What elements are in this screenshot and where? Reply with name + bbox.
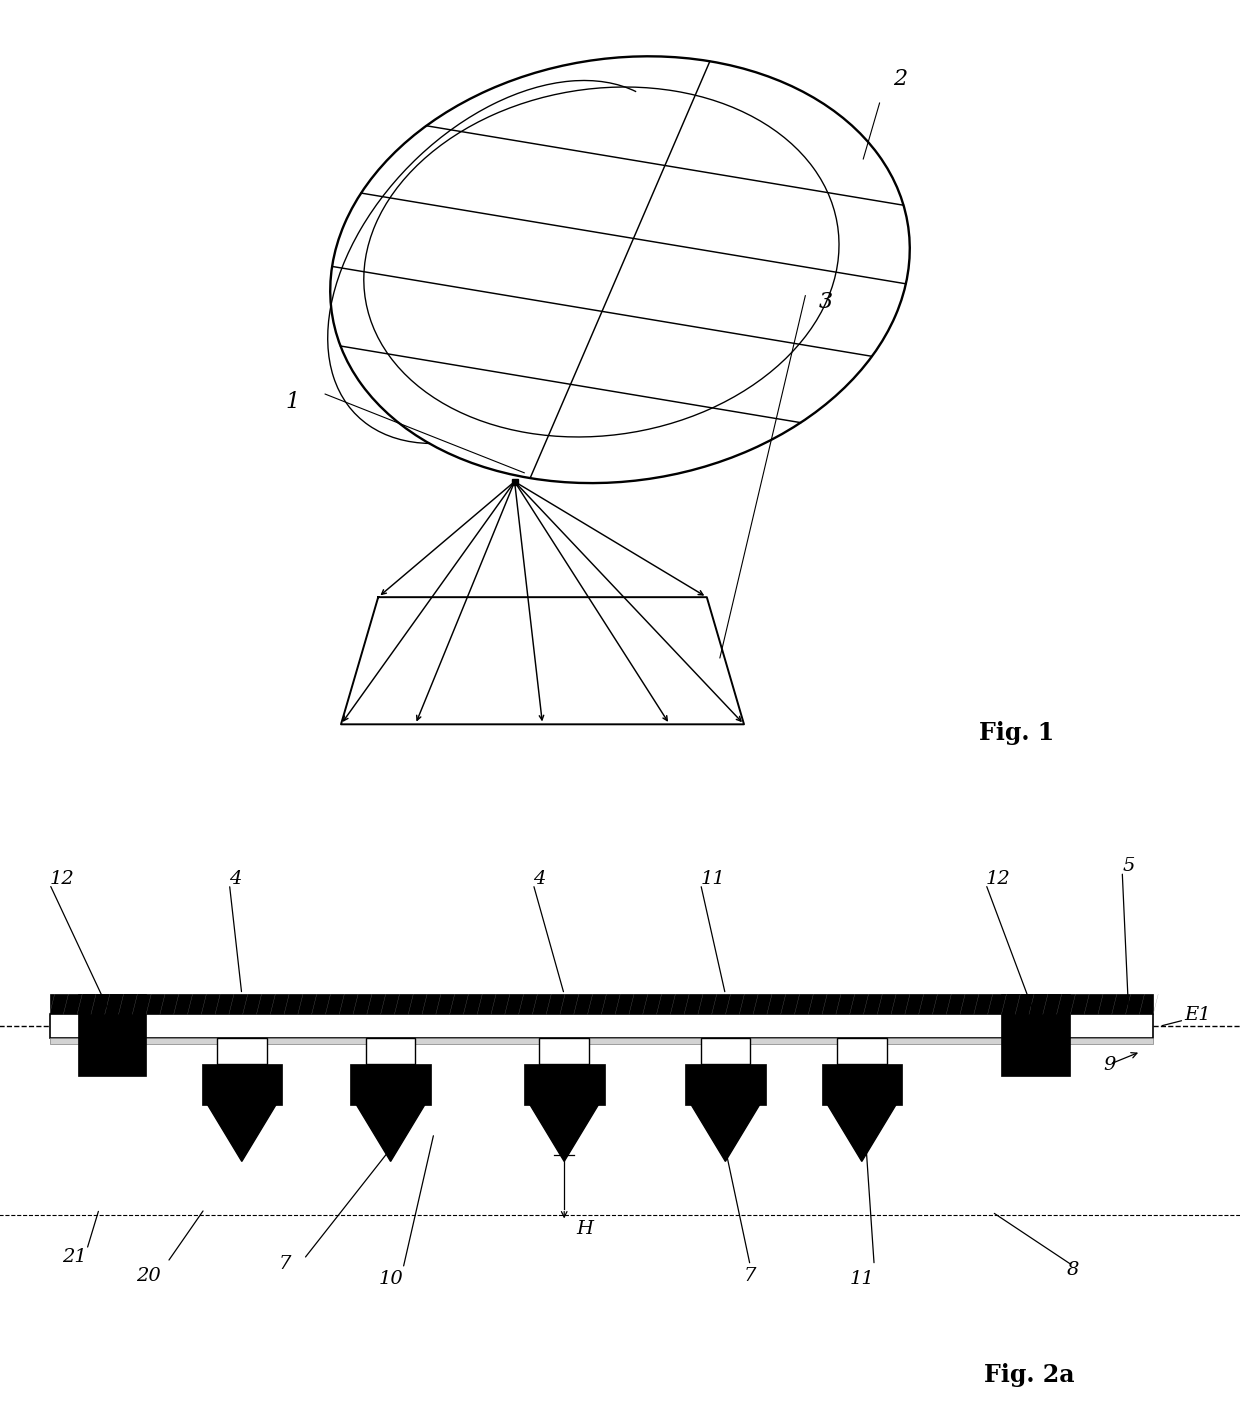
Text: Fig. 2a: Fig. 2a [985, 1363, 1074, 1387]
Text: 2: 2 [893, 67, 906, 90]
Bar [701, 1038, 750, 1063]
Bar [217, 1038, 267, 1063]
Polygon shape [827, 1104, 897, 1161]
Bar [77, 995, 146, 1076]
Bar [1002, 995, 1069, 1076]
Text: 4: 4 [533, 870, 546, 888]
Text: 4: 4 [229, 870, 242, 888]
Polygon shape [207, 1104, 277, 1161]
Polygon shape [691, 1104, 760, 1161]
Bar [837, 1038, 887, 1063]
Polygon shape [529, 1104, 599, 1161]
Bar [523, 1063, 605, 1104]
Text: E1: E1 [1184, 1006, 1210, 1024]
Text: 11: 11 [849, 1271, 874, 1289]
Text: 12: 12 [50, 870, 74, 888]
Text: 21: 21 [62, 1248, 87, 1267]
Bar [350, 1063, 432, 1104]
Bar [366, 1038, 415, 1063]
Text: 7: 7 [279, 1255, 291, 1272]
Polygon shape [356, 1104, 425, 1161]
Text: 5: 5 [1122, 857, 1135, 876]
Text: Fig. 1: Fig. 1 [980, 720, 1054, 745]
Bar [539, 1038, 589, 1063]
Text: 9: 9 [1104, 1056, 1116, 1075]
Text: 3: 3 [818, 291, 832, 314]
Bar [821, 1063, 903, 1104]
Bar [50, 1014, 1153, 1038]
Bar [50, 1038, 1153, 1044]
Text: 7: 7 [744, 1268, 756, 1285]
Bar [201, 1063, 283, 1104]
Text: 20: 20 [136, 1268, 161, 1285]
Bar [50, 995, 1153, 1014]
Bar [684, 1063, 765, 1104]
Text: 1: 1 [285, 391, 299, 413]
Text: H: H [577, 1220, 594, 1238]
Text: 12: 12 [986, 870, 1011, 888]
Text: 11: 11 [701, 870, 725, 888]
Text: 8: 8 [1066, 1261, 1079, 1279]
Text: 10: 10 [378, 1271, 403, 1289]
